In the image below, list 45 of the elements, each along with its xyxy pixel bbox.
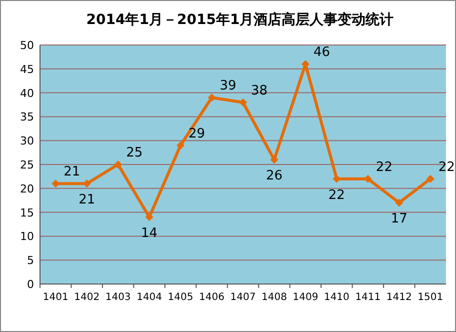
y-tick-label: 20 — [20, 182, 34, 196]
data-label: 25 — [126, 146, 143, 160]
data-label: 26 — [266, 168, 283, 184]
data-label: 38 — [251, 83, 268, 98]
y-tick-label: 0 — [27, 278, 34, 291]
x-tick-label: 1411 — [355, 292, 381, 303]
x-tick-label: 1403 — [105, 292, 131, 303]
x-tick-label: 1409 — [292, 292, 318, 303]
x-tick-label: 1410 — [324, 292, 350, 303]
point — [114, 160, 122, 168]
y-tick-label: 35 — [20, 110, 34, 124]
x-tick-label: 1406 — [199, 292, 224, 303]
point — [395, 198, 404, 207]
x-tick-label: 1412 — [386, 292, 412, 303]
data-label: 39 — [220, 78, 236, 94]
point — [426, 174, 434, 183]
point — [208, 94, 216, 102]
data-label: 22 — [376, 160, 392, 175]
x-tick-label: 1405 — [168, 292, 194, 303]
data-label: 46 — [313, 45, 330, 60]
data-label: 22 — [438, 160, 455, 175]
chart-title: 2014年1月－2015年1月酒店高层人事变动统计 — [86, 11, 394, 28]
data-label: 21 — [64, 164, 80, 180]
x-tick-label: 1402 — [74, 292, 100, 303]
y-tick-label: 45 — [20, 62, 34, 76]
y-tick-label: 5 — [27, 254, 34, 268]
y-tick-label: 40 — [20, 86, 34, 100]
point — [176, 141, 185, 150]
data-label: 21 — [78, 192, 96, 208]
data-label: 14 — [141, 226, 158, 242]
data-label: 22 — [328, 188, 345, 203]
point — [239, 98, 247, 106]
y-tick-label: 10 — [20, 230, 34, 244]
y-tick-label: 50 — [20, 39, 34, 52]
data-label: 17 — [390, 212, 408, 227]
x-tick-label: 1408 — [262, 292, 287, 303]
x-tick-label: 1407 — [230, 292, 256, 303]
y-tick-label: 30 — [20, 134, 34, 148]
point — [145, 213, 154, 222]
y-tick-label: 15 — [20, 206, 34, 220]
x-tick-label: 1401 — [42, 292, 68, 303]
x-tick-label: 1404 — [136, 292, 162, 303]
data-label: 29 — [188, 126, 206, 142]
x-tick-label: 1501 — [418, 292, 444, 303]
y-tick-label: 25 — [20, 158, 34, 172]
